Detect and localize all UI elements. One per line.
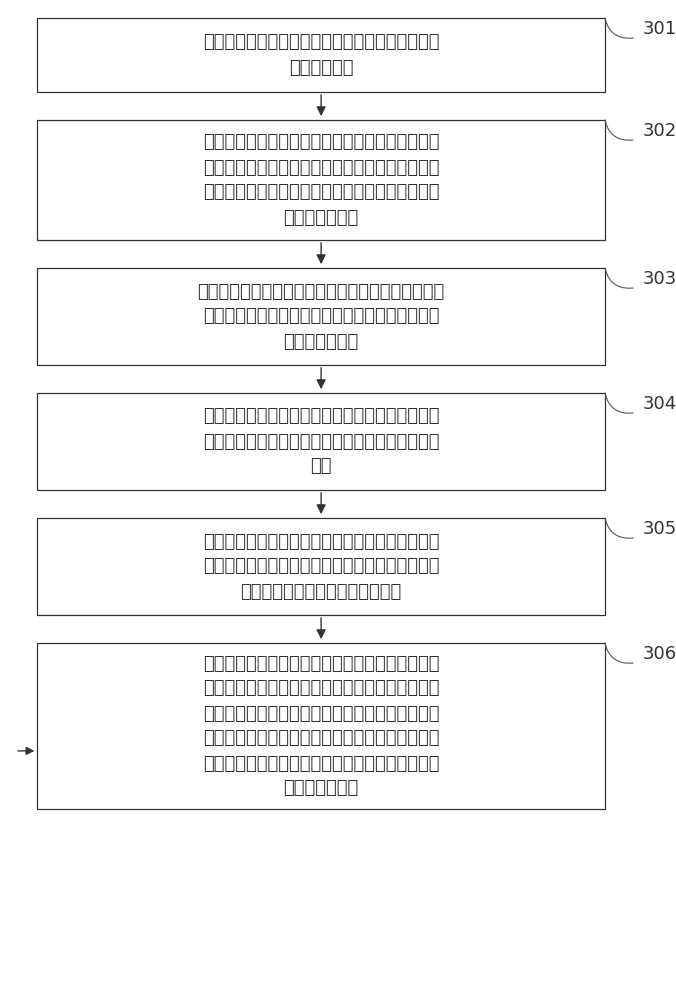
Text: 301: 301 [643,20,676,38]
Text: 为路由表项的每个路由地址中的每个类型的地址段
分配对应的类型标识，以根据路由表项的每个路由
地址中的每个路由地址段所对应的类型标识确定每
个地址段的类型: 为路由表项的每个路由地址中的每个类型的地址段 分配对应的类型标识，以根据路由表项… [203,133,439,227]
Text: 306: 306 [643,645,676,663]
Bar [37,643,605,809]
Bar [37,393,605,490]
Text: 304: 304 [643,395,676,413]
Bar [37,18,605,92]
Text: 将每个路由地址的中间地址段及其对应的地址前缀
一并存储至第三二叉树的节点中，并存储每个路由
地址的中间地址段对应的地址后缀: 将每个路由地址的中间地址段及其对应的地址前缀 一并存储至第三二叉树的节点中，并存… [203,532,439,600]
Text: 将每个路由地址的首地址段存储至第一二叉树的节
点中，并存储每个路由地址的首地址段对应的地址
后缀: 将每个路由地址的首地址段存储至第一二叉树的节 点中，并存储每个路由地址的首地址段… [203,408,439,476]
Text: 303: 303 [643,270,676,288]
Bar [37,120,605,240]
Text: 为每个路由地址的首地址段分配对应的地址后缀，并
将每个路由地址的首地址段的地址后缀作为下一地
址段的地址前缀: 为每个路由地址的首地址段分配对应的地址后缀，并 将每个路由地址的首地址段的地址后… [197,282,445,351]
Text: 将每个路由地址的尾地址段的地址前缀及尾地址段
一并存储至第二二叉树的节点中，并存储每个路由
地址对应的查找结果的索引，每个路由地址对应的
查找结果的索引与每个路: 将每个路由地址的尾地址段的地址前缀及尾地址段 一并存储至第二二叉树的节点中，并存… [203,654,439,798]
Text: 305: 305 [643,520,676,538]
Bar [37,268,605,365]
Bar [37,518,605,615]
Text: 将路由表项的每个路由地址按照预设长度划分成至
少两个地址段: 将路由表项的每个路由地址按照预设长度划分成至 少两个地址段 [203,33,439,77]
Text: 302: 302 [643,122,676,140]
